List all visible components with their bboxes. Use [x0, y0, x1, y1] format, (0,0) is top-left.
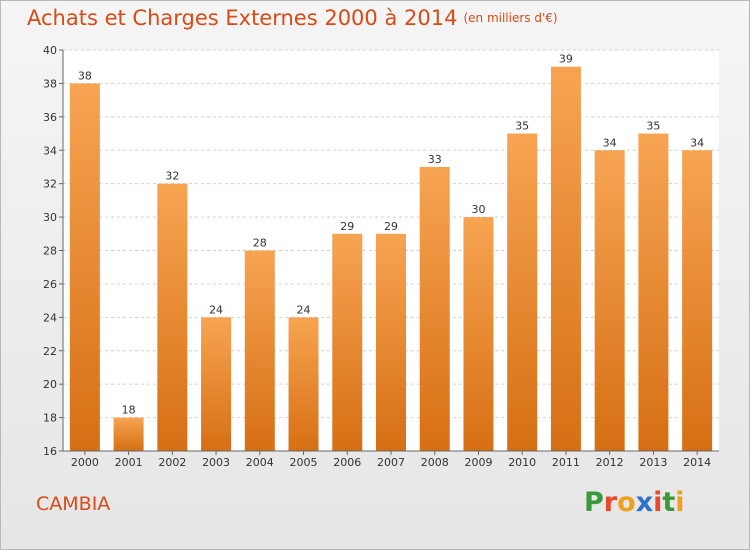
data-label: 35 [515, 120, 529, 133]
x-tick-label: 2000 [71, 456, 99, 469]
logo-letter: i [653, 487, 663, 518]
x-tick-label: 2011 [552, 456, 580, 469]
y-tick-label: 24 [43, 311, 57, 324]
data-label: 18 [122, 404, 136, 417]
proxiti-logo[interactable]: Proxiti [584, 487, 685, 518]
data-label: 24 [297, 303, 311, 316]
x-tick-label: 2005 [290, 456, 318, 469]
data-label: 38 [78, 69, 92, 82]
data-label: 35 [646, 120, 660, 133]
logo-letter: o [617, 487, 636, 518]
y-tick-label: 34 [43, 144, 57, 157]
labels: 16 18 20 22 24 26 28 30 32 34 36 38 40 38 2000 18 2001 32… [43, 44, 711, 469]
x-tick-label: 2004 [246, 456, 274, 469]
data-label: 34 [603, 136, 617, 149]
bar [594, 150, 625, 451]
data-label: 24 [209, 303, 223, 316]
x-tick-label: 2014 [683, 456, 711, 469]
y-tick-label: 32 [43, 178, 57, 191]
bar [157, 183, 188, 451]
data-label: 29 [340, 220, 354, 233]
bar [244, 250, 275, 451]
chart-title-text: Achats et Charges Externes 2000 à 2014 [27, 6, 458, 30]
x-tick-label: 2012 [596, 456, 624, 469]
x-tick-label: 2003 [202, 456, 230, 469]
bar [638, 133, 669, 451]
bar [463, 217, 494, 451]
y-tick-label: 38 [43, 77, 57, 90]
town-name: CAMBIA [36, 493, 111, 515]
logo-letter: P [584, 487, 604, 518]
data-label: 29 [384, 220, 398, 233]
data-label: 39 [559, 53, 573, 66]
data-label: 28 [253, 237, 267, 250]
x-tick-label: 2008 [421, 456, 449, 469]
data-label: 32 [165, 170, 179, 183]
bar [69, 83, 100, 452]
y-tick-label: 36 [43, 111, 57, 124]
bar [682, 150, 713, 451]
bar [550, 66, 581, 451]
chart-title: Achats et Charges Externes 2000 à 2014 (e… [27, 6, 558, 30]
bar [332, 233, 363, 451]
y-tick-label: 20 [43, 378, 57, 391]
logo-letter: x [635, 487, 654, 518]
bar [288, 317, 319, 451]
x-tick-label: 2001 [115, 456, 143, 469]
logo-letter: i [675, 487, 685, 518]
y-tick-label: 18 [43, 412, 57, 425]
x-tick-label: 2006 [333, 456, 361, 469]
y-tick-label: 28 [43, 245, 57, 258]
bar [507, 133, 538, 451]
x-tick-label: 2009 [464, 456, 492, 469]
bar [113, 417, 144, 451]
data-label: 34 [690, 136, 704, 149]
data-label: 30 [471, 203, 485, 216]
logo-letter: r [603, 487, 618, 518]
x-tick-label: 2002 [158, 456, 186, 469]
chart-subtitle: (en milliers d'€) [463, 11, 558, 25]
y-tick-label: 16 [43, 445, 57, 458]
bar [201, 317, 232, 451]
bars [69, 66, 713, 452]
y-tick-label: 30 [43, 211, 57, 224]
y-tick-label: 40 [43, 44, 57, 57]
bar [419, 166, 450, 452]
axes [59, 49, 719, 455]
bar [376, 233, 406, 451]
x-tick-label: 2010 [508, 456, 536, 469]
x-tick-label: 2013 [639, 456, 667, 469]
y-tick-label: 22 [43, 345, 57, 358]
y-tick-label: 26 [43, 278, 57, 291]
data-label: 33 [428, 153, 442, 166]
logo-letter: t [662, 487, 676, 518]
x-tick-label: 2007 [377, 456, 405, 469]
